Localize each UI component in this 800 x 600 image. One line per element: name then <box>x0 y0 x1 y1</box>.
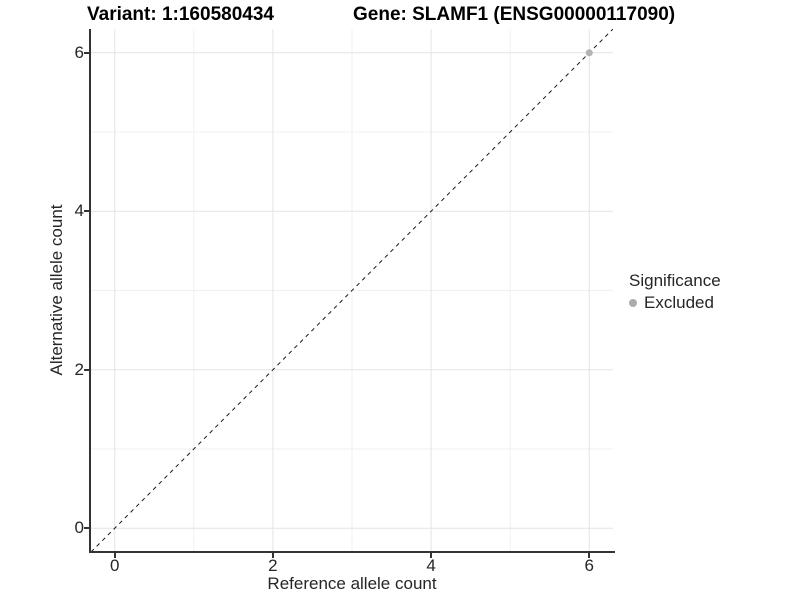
legend: Significance Excluded <box>629 271 721 313</box>
x-tick-label: 4 <box>426 556 436 575</box>
y-tick-label: 6 <box>74 42 84 62</box>
x-tick-label: 6 <box>584 556 594 575</box>
legend-item-label: Excluded <box>644 293 714 312</box>
y-tick-mark <box>84 210 89 213</box>
legend-item-excluded: Excluded <box>629 293 721 313</box>
x-tick-mark <box>271 553 274 558</box>
y-tick-label: 4 <box>74 201 84 221</box>
y-tick-label: 0 <box>74 518 84 538</box>
x-tick-label: 0 <box>109 556 120 575</box>
plot-title-gene: Gene: SLAMF1 (ENSG00000117090) <box>353 4 676 25</box>
x-axis-title: Reference allele count <box>267 574 437 593</box>
plot-panel <box>91 29 613 552</box>
x-tick-mark <box>588 553 591 558</box>
y-tick-mark <box>84 527 89 530</box>
x-tick-mark <box>430 553 433 558</box>
y-axis-title: Alternative allele count <box>47 204 66 376</box>
y-axis-line <box>89 29 91 553</box>
x-tick-label: 2 <box>268 556 278 575</box>
y-tick-label: 2 <box>74 359 84 379</box>
y-tick-mark <box>84 368 89 371</box>
plot-title-variant: Variant: 1:160580434 <box>87 4 274 25</box>
excluded-point-swatch-icon <box>629 299 637 307</box>
x-axis-line <box>89 551 615 553</box>
legend-title: Significance <box>629 271 721 290</box>
y-tick-mark <box>84 51 89 54</box>
data-point-excluded <box>585 49 593 57</box>
identity-line <box>91 29 613 552</box>
x-tick-mark <box>113 553 116 558</box>
